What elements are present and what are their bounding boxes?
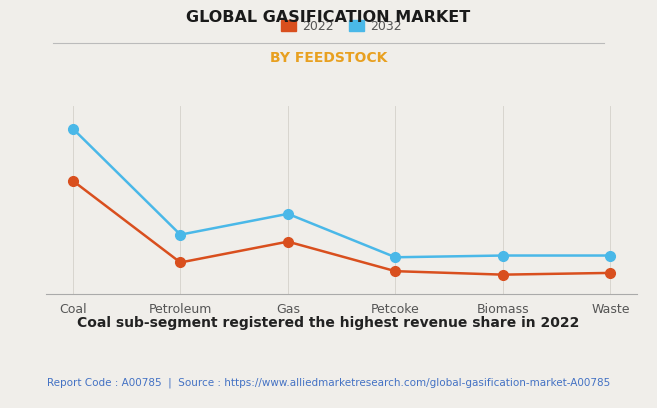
2032 [499, 253, 507, 258]
Text: GLOBAL GASIFICATION MARKET: GLOBAL GASIFICATION MARKET [187, 10, 470, 25]
2032 [392, 255, 399, 260]
Text: Coal sub-segment registered the highest revenue share in 2022: Coal sub-segment registered the highest … [78, 316, 579, 330]
Text: BY FEEDSTOCK: BY FEEDSTOCK [270, 51, 387, 65]
Legend: 2022, 2032: 2022, 2032 [276, 15, 407, 38]
2022 [392, 269, 399, 274]
Line: 2032: 2032 [68, 124, 615, 262]
2022 [606, 271, 614, 275]
2022 [177, 260, 185, 265]
2022 [499, 272, 507, 277]
2032 [606, 253, 614, 258]
2022 [69, 178, 77, 183]
2022 [284, 239, 292, 244]
Line: 2022: 2022 [68, 176, 615, 279]
Text: Report Code : A00785  |  Source : https://www.alliedmarketresearch.com/global-ga: Report Code : A00785 | Source : https://… [47, 377, 610, 388]
2032 [284, 211, 292, 216]
2032 [69, 126, 77, 131]
2032 [177, 232, 185, 237]
